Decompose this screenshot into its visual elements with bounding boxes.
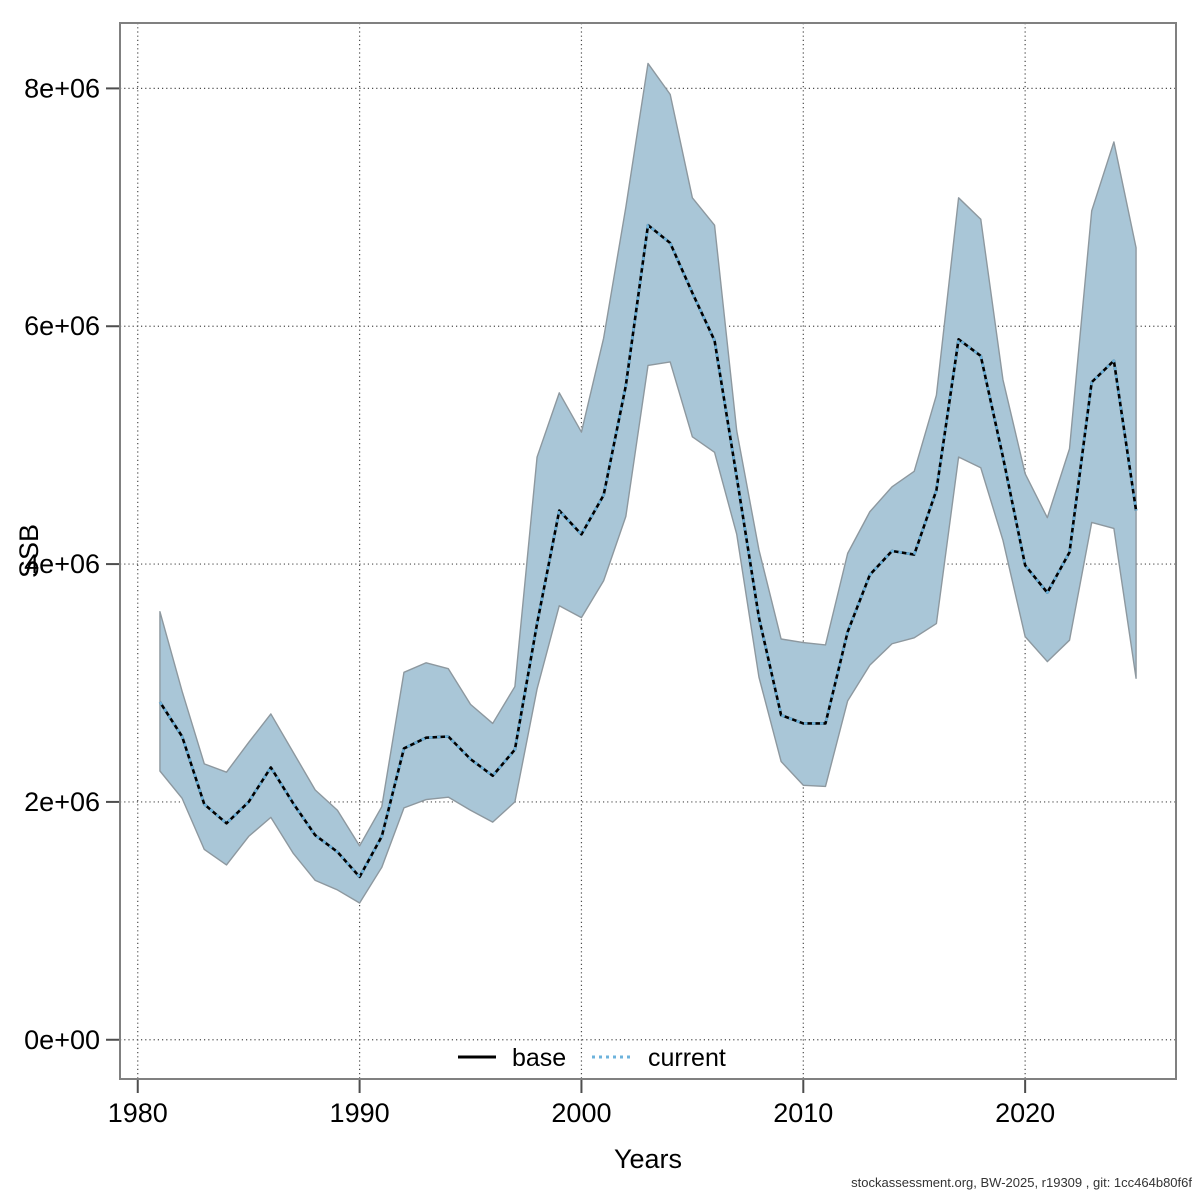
y-tick-label: 6e+06 (24, 311, 100, 341)
y-tick-label: 0e+00 (24, 1025, 100, 1055)
series-lines (158, 223, 1138, 879)
legend-current-label: current (648, 1044, 726, 1072)
x-tick-label: 2020 (995, 1098, 1055, 1128)
confidence-band-polygon (159, 62, 1137, 904)
y-tick-label: 8e+06 (24, 73, 100, 103)
y-tick-label: 4e+06 (24, 549, 100, 579)
x-tick-label: 2010 (773, 1098, 833, 1128)
y-axis-title: SSB (14, 524, 44, 578)
x-tick-label: 1980 (108, 1098, 168, 1128)
axis-tick-labels: 0e+00 2e+06 4e+06 6e+06 8e+06 1980 1990 2000 201… (24, 73, 1055, 1128)
x-tick-label: 2000 (551, 1098, 611, 1128)
axis-ticks (106, 87, 1027, 1093)
plot-border-box (119, 22, 1177, 1080)
legend-base-label: base (512, 1044, 566, 1072)
x-tick-label: 1990 (330, 1098, 390, 1128)
x-axis-title: Years (614, 1144, 682, 1174)
legend: base current (458, 1044, 726, 1072)
y-tick-label: 2e+06 (24, 787, 100, 817)
series-line-current (158, 223, 1138, 879)
confidence-band (159, 62, 1137, 904)
footer-attribution: stockassessment.org, BW-2025, r19309 , g… (851, 1175, 1192, 1190)
